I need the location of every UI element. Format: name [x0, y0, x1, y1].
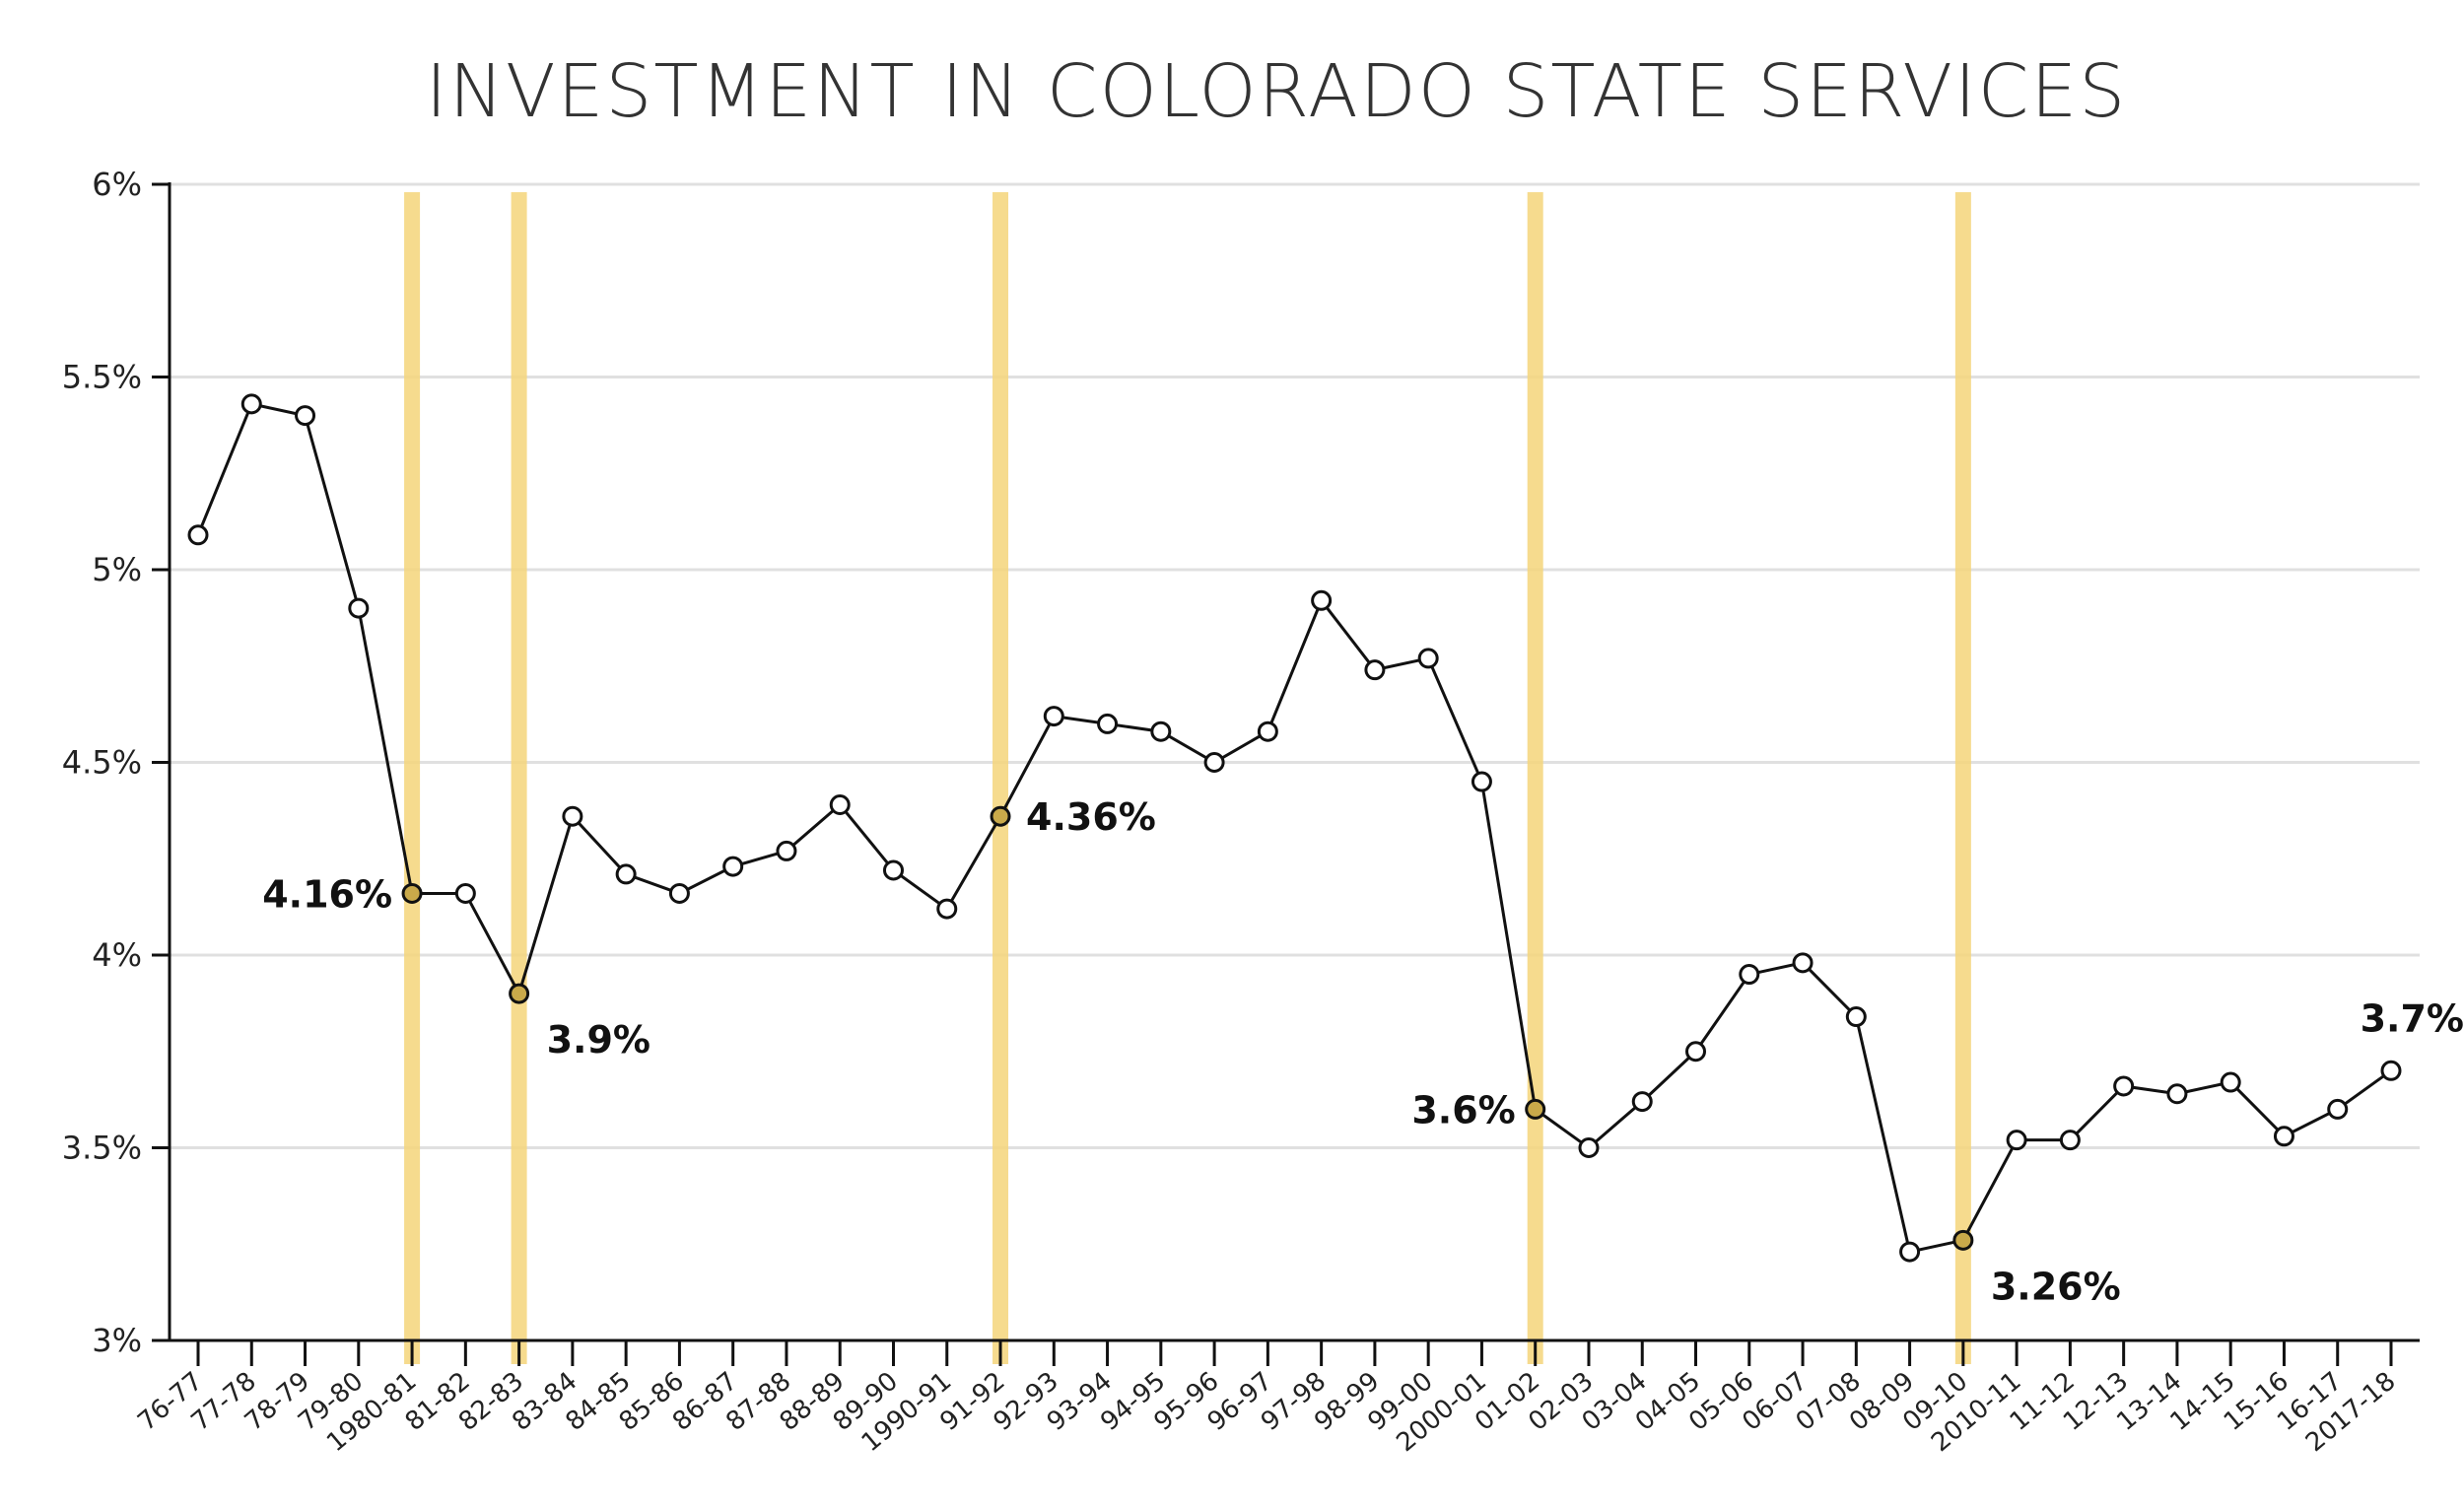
data-point: [829, 794, 851, 816]
data-annotation: 3.6%: [1411, 1088, 1515, 1132]
data-point: [2273, 1126, 2294, 1147]
data-point: [1097, 713, 1119, 734]
data-point: [1043, 706, 1064, 727]
data-annotation: 4.36%: [1026, 795, 1156, 839]
data-point: [936, 898, 958, 920]
data-annotation: 4.16%: [262, 872, 392, 916]
data-point: [2166, 1083, 2188, 1105]
data-point: [2220, 1071, 2241, 1093]
highlight-bar: [511, 192, 527, 1364]
y-tick-label: 3.5%: [62, 1130, 142, 1167]
data-point: [509, 983, 530, 1004]
data-annotation: 3.26%: [1991, 1265, 2121, 1308]
data-point: [1417, 648, 1439, 669]
data-point: [1685, 1041, 1707, 1063]
highlight-bar: [404, 192, 421, 1364]
data-point: [240, 393, 262, 415]
data-point: [1150, 720, 1172, 742]
data-point: [1578, 1137, 1600, 1158]
series-line: [196, 402, 2392, 1254]
y-tick-label: 5%: [92, 551, 142, 588]
y-tick-label: 6%: [92, 166, 142, 203]
data-point: [990, 805, 1011, 827]
data-point: [1203, 752, 1225, 773]
chart-title: INVESTMENT IN COLORADO STATE SERVICES: [425, 49, 2128, 134]
data-point: [2059, 1130, 2081, 1151]
data-point: [668, 882, 690, 904]
data-point: [1845, 1006, 1867, 1028]
data-point: [348, 597, 370, 619]
data-point: [1257, 720, 1278, 742]
highlight-bar: [1527, 192, 1543, 1364]
data-point: [454, 882, 476, 904]
data-point: [1792, 952, 1814, 974]
data-annotation: 3.9%: [547, 1018, 650, 1062]
data-annotation: 3.7%: [2361, 996, 2464, 1040]
data-point: [615, 863, 637, 885]
data-point: [2006, 1130, 2027, 1151]
data-point: [401, 882, 423, 904]
data-point: [2113, 1075, 2135, 1097]
data-point: [2327, 1098, 2349, 1120]
y-tick-label: 4%: [92, 936, 142, 974]
data-point: [1471, 771, 1492, 792]
highlight-bar: [992, 192, 1009, 1364]
data-point: [1739, 964, 1760, 986]
data-point: [2380, 1060, 2402, 1081]
highlight-bar: [1954, 192, 1971, 1364]
data-point: [295, 405, 316, 427]
data-point: [1364, 659, 1386, 681]
data-point: [882, 859, 904, 881]
data-point: [1899, 1241, 1921, 1263]
y-tick-label: 4.5%: [62, 744, 142, 782]
data-point: [187, 524, 209, 546]
data-point: [1311, 589, 1333, 611]
data-point: [776, 840, 797, 861]
y-tick-label: 3%: [92, 1322, 142, 1359]
data-point: [1631, 1091, 1653, 1113]
data-point: [722, 856, 744, 877]
data-point: [562, 805, 583, 827]
y-tick-label: 5.5%: [62, 359, 142, 396]
data-point: [1525, 1098, 1546, 1120]
data-point: [1952, 1229, 1974, 1251]
